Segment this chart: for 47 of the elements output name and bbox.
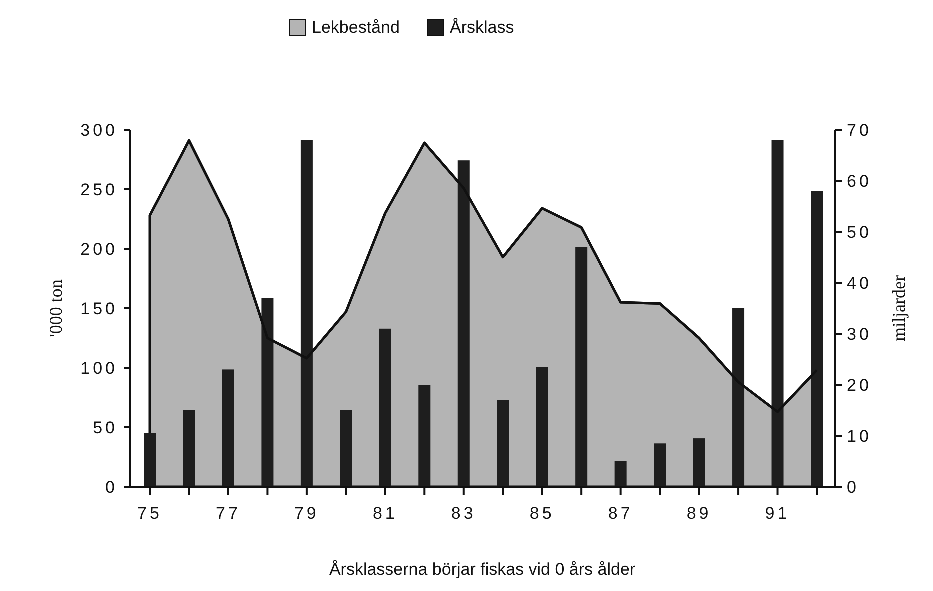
bar (811, 191, 823, 487)
bar (379, 328, 392, 487)
bar (732, 308, 745, 487)
x-axis-title: Årsklasserna börjar fiskas vid 0 års ålder (329, 560, 636, 579)
bar (536, 367, 548, 487)
bar (654, 444, 666, 487)
y-tick-label: 300 (80, 120, 118, 140)
y-axis-title: '000 ton (46, 280, 66, 338)
x-tick-label: 87 (608, 504, 634, 523)
y2-tick-label: 40 (847, 274, 872, 293)
x-tick-label: 75 (138, 504, 162, 523)
bar (693, 438, 706, 487)
y2-tick-label: 50 (847, 222, 872, 242)
bar (183, 410, 196, 487)
x-tick-label: 81 (372, 504, 398, 523)
bar (222, 370, 234, 487)
y-tick-label: 0 (106, 478, 118, 497)
y2-tick-label: 60 (847, 172, 872, 191)
y2-tick-label: 30 (847, 324, 872, 344)
y2-tick-label: 0 (847, 478, 860, 497)
legend-label: Årsklass (450, 18, 514, 37)
y2-tick-label: 10 (847, 426, 872, 446)
bar (458, 160, 470, 487)
bar (418, 385, 431, 487)
x-tick-label: 77 (216, 504, 241, 523)
bar (300, 140, 313, 487)
legend-label: Lekbestånd (312, 18, 400, 37)
x-tick-label: 89 (686, 504, 712, 523)
bar (772, 140, 784, 487)
bar (262, 298, 274, 487)
y-tick-label: 100 (80, 358, 118, 378)
bar (497, 400, 510, 487)
bar (576, 247, 588, 487)
y2-axis-title: miljarder (889, 276, 909, 342)
bar (340, 410, 352, 487)
y-tick-label: 150 (80, 299, 118, 318)
x-tick-label: 79 (294, 504, 320, 523)
y-tick-label: 50 (93, 418, 118, 438)
bar (614, 462, 627, 487)
y-tick-label: 250 (80, 180, 118, 200)
x-tick-label: 85 (530, 504, 555, 523)
x-tick-label: 83 (451, 504, 476, 523)
y2-tick-label: 20 (847, 376, 872, 395)
bar (144, 433, 156, 487)
y-tick-label: 200 (80, 240, 118, 259)
y2-tick-label: 70 (847, 120, 872, 140)
x-tick-label: 91 (765, 504, 790, 523)
